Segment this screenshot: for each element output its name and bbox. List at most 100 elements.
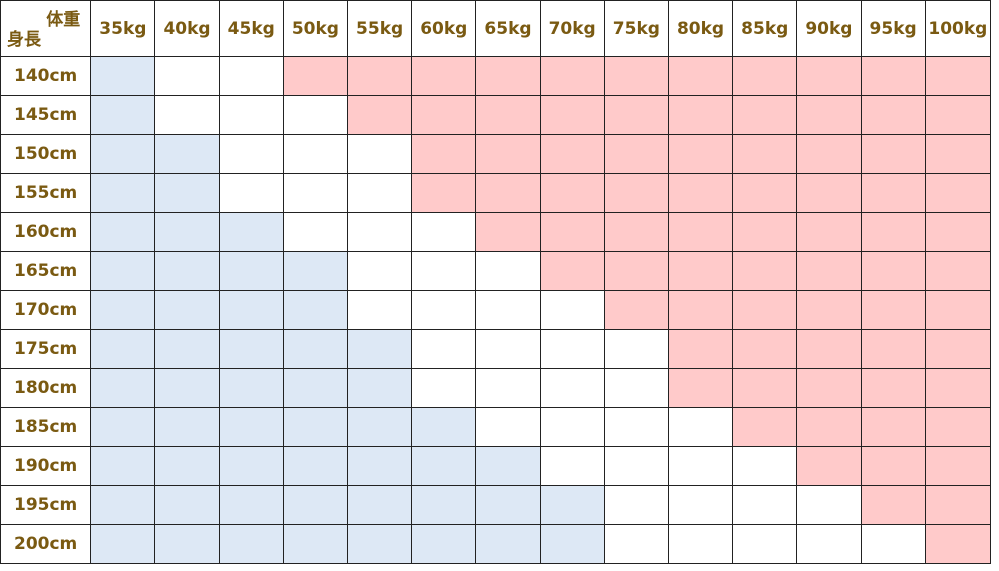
table-cell-blue — [282, 446, 349, 486]
table-cell-white — [796, 524, 862, 564]
table-cell-blue — [347, 329, 413, 369]
table-cell-blue — [154, 368, 220, 408]
table-cell-pink — [539, 212, 605, 252]
table-cell-pink — [796, 251, 862, 291]
table-row: 140cm — [0, 56, 992, 96]
table-cell-pink — [603, 212, 669, 252]
height-row-header: 160cm — [0, 212, 92, 252]
weight-column-header: 60kg — [411, 0, 477, 57]
table-cell-white — [539, 446, 605, 486]
table-cell-white — [154, 95, 220, 135]
table-cell-pink — [411, 95, 477, 135]
table-row: 145cm — [0, 95, 992, 135]
table-cell-pink — [860, 212, 926, 252]
table-cell-pink — [539, 251, 605, 291]
height-row-header: 170cm — [0, 290, 92, 330]
table-cell-pink — [860, 329, 926, 369]
table-cell-white — [667, 407, 734, 447]
table-cell-pink — [860, 407, 926, 447]
table-cell-pink — [924, 134, 992, 174]
table-cell-pink — [667, 173, 734, 213]
table-cell-pink — [667, 212, 734, 252]
table-cell-blue — [154, 485, 220, 525]
table-cell-white — [282, 134, 349, 174]
weight-column-header: 80kg — [667, 0, 734, 57]
table-cell-pink — [411, 134, 477, 174]
weight-column-header: 85kg — [732, 0, 798, 57]
table-cell-pink — [539, 134, 605, 174]
table-cell-pink — [924, 212, 992, 252]
table-cell-white — [282, 212, 349, 252]
table-row: 150cm — [0, 134, 992, 174]
table-cell-white — [603, 446, 669, 486]
height-row-header: 140cm — [0, 56, 92, 96]
table-cell-white — [475, 251, 541, 291]
table-cell-white — [603, 407, 669, 447]
table-cell-blue — [282, 524, 349, 564]
table-cell-pink — [667, 56, 734, 96]
table-cell-white — [603, 368, 669, 408]
table-cell-white — [347, 290, 413, 330]
table-cell-pink — [539, 56, 605, 96]
table-cell-blue — [218, 524, 284, 564]
table-cell-pink — [411, 173, 477, 213]
table-cell-pink — [860, 368, 926, 408]
table-cell-pink — [796, 368, 862, 408]
table-cell-blue — [475, 524, 541, 564]
table-cell-white — [347, 134, 413, 174]
weight-column-header: 95kg — [860, 0, 926, 57]
table-cell-blue — [90, 212, 156, 252]
table-cell-white — [475, 368, 541, 408]
table-cell-pink — [796, 134, 862, 174]
table-cell-pink — [603, 95, 669, 135]
table-cell-blue — [411, 407, 477, 447]
table-cell-blue — [90, 368, 156, 408]
table-cell-pink — [924, 173, 992, 213]
table-cell-pink — [732, 290, 798, 330]
table-cell-blue — [347, 407, 413, 447]
table-cell-blue — [154, 407, 220, 447]
height-row-header: 180cm — [0, 368, 92, 408]
table-cell-white — [218, 56, 284, 96]
height-row-header: 165cm — [0, 251, 92, 291]
table-cell-blue — [90, 173, 156, 213]
table-cell-pink — [796, 56, 862, 96]
table-cell-blue — [218, 212, 284, 252]
table-cell-blue — [347, 368, 413, 408]
table-cell-white — [539, 290, 605, 330]
table-cell-white — [218, 134, 284, 174]
table-cell-blue — [411, 485, 477, 525]
weight-column-header: 70kg — [539, 0, 605, 57]
height-row-header: 175cm — [0, 329, 92, 369]
weight-column-header: 35kg — [90, 0, 156, 57]
table-cell-blue — [154, 329, 220, 369]
table-cell-pink — [667, 329, 734, 369]
table-cell-white — [796, 485, 862, 525]
table-cell-blue — [282, 485, 349, 525]
table-cell-pink — [860, 173, 926, 213]
table-cell-pink — [732, 329, 798, 369]
table-row: 195cm — [0, 485, 992, 525]
table-cell-blue — [218, 485, 284, 525]
table-cell-white — [154, 56, 220, 96]
table-cell-blue — [347, 524, 413, 564]
table-cell-blue — [282, 251, 349, 291]
table-cell-pink — [924, 446, 992, 486]
table-cell-white — [539, 329, 605, 369]
table-cell-pink — [796, 290, 862, 330]
table-cell-white — [732, 485, 798, 525]
table-cell-pink — [732, 95, 798, 135]
table-cell-white — [347, 173, 413, 213]
table-body: 140cm 145cm 150cm 155cm 160cm 165cm 170cm 175cm… — [0, 56, 992, 564]
table-cell-pink — [732, 56, 798, 96]
table-cell-pink — [924, 524, 992, 564]
table-cell-white — [603, 329, 669, 369]
corner-cell: 体重 身長 — [0, 0, 92, 57]
table-cell-pink — [667, 290, 734, 330]
table-cell-pink — [475, 56, 541, 96]
height-row-header: 195cm — [0, 485, 92, 525]
table-cell-pink — [539, 173, 605, 213]
table-cell-blue — [154, 134, 220, 174]
table-cell-white — [667, 446, 734, 486]
